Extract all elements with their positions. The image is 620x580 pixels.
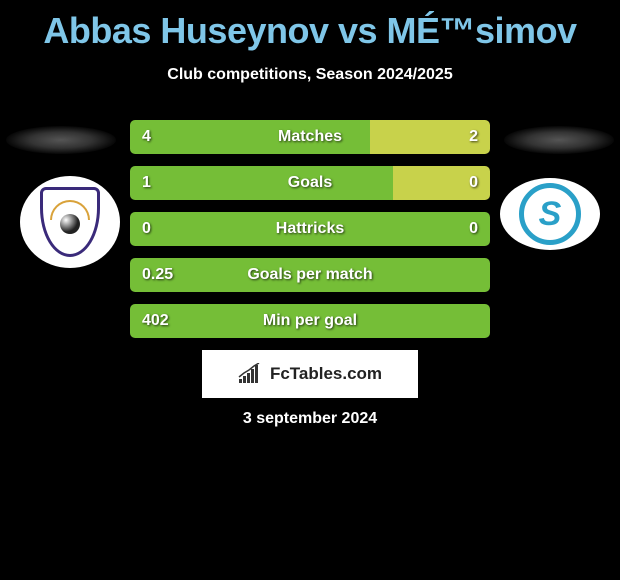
player-left-logo — [20, 176, 120, 268]
stat-left-value: 402 — [142, 312, 169, 330]
stats-container: 4 2 Matches 1 0 Goals 0 0 Hattricks 0.25 Goals per… — [130, 120, 490, 350]
date-label: 3 september 2024 — [243, 410, 377, 428]
stat-label: Hattricks — [276, 220, 344, 238]
player-right-logo: S — [500, 178, 600, 250]
stat-left-value: 1 — [142, 174, 151, 192]
stat-right-value: 2 — [469, 128, 478, 146]
stat-right-value: 0 — [469, 174, 478, 192]
chart-icon — [238, 363, 264, 385]
stat-left-value: 0 — [142, 220, 151, 238]
logo-shadow-right — [504, 126, 614, 154]
stat-bar-left-seg — [130, 166, 393, 200]
stat-bar: 1 0 Goals — [130, 166, 490, 200]
stat-right-value: 0 — [469, 220, 478, 238]
stat-label: Goals per match — [247, 266, 372, 284]
stat-bar: 4 2 Matches — [130, 120, 490, 154]
stat-label: Min per goal — [263, 312, 357, 330]
stat-label: Matches — [278, 128, 342, 146]
stat-left-value: 0.25 — [142, 266, 173, 284]
stat-bar: 0 0 Hattricks — [130, 212, 490, 246]
stat-bar: 0.25 Goals per match — [130, 258, 490, 292]
subtitle: Club competitions, Season 2024/2025 — [0, 66, 620, 84]
stat-bar: 402 Min per goal — [130, 304, 490, 338]
stat-label: Goals — [288, 174, 332, 192]
page-title: Abbas Huseynov vs MÉ™simov — [0, 0, 620, 52]
logo-shadow-left — [6, 126, 116, 154]
brand-box: FcTables.com — [202, 350, 418, 398]
shield-icon — [40, 187, 100, 257]
brand-text: FcTables.com — [270, 364, 382, 384]
s-logo-icon: S — [519, 183, 581, 245]
stat-left-value: 4 — [142, 128, 151, 146]
